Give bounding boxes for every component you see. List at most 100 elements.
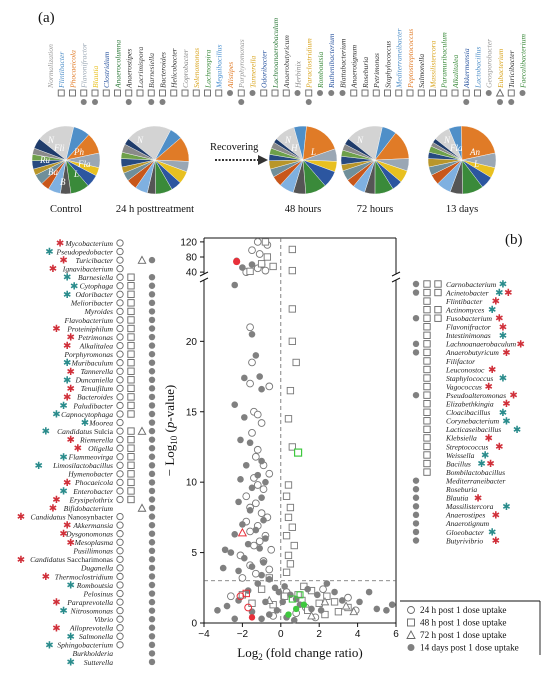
right-genus-label: Anaerobutyricum xyxy=(445,348,499,357)
top-genus-label: Alistipes xyxy=(226,62,235,89)
data-point-24h xyxy=(242,492,251,501)
top-genus-label: Akkermansia xyxy=(462,48,471,89)
top-genus-marker xyxy=(305,89,313,97)
left-genus-row: Odoribacter ✱ xyxy=(63,290,156,301)
left-genus-label: Flavobacterium xyxy=(63,316,113,325)
left-genus-row: Candidatus Saccharimonas ✱ xyxy=(17,555,156,566)
left-genus-label: Pseudopedobacter xyxy=(55,247,113,256)
left-genus-marker xyxy=(127,316,135,324)
top-genus-label: Helicobacter xyxy=(170,48,179,89)
left-star-icon: ✱ xyxy=(67,632,75,643)
right-genus-marker xyxy=(423,468,431,476)
pie-mark-label: L xyxy=(73,169,79,179)
left-genus-marker xyxy=(116,564,124,572)
top-genus-label: Clostridium xyxy=(102,51,111,88)
data-point-14d xyxy=(231,281,239,289)
left-genus-label: Akkermansia xyxy=(72,521,113,530)
right-genus-row: Bacillus ✱ ✱ xyxy=(423,459,495,470)
top-genus-label: Tannerella xyxy=(248,55,257,88)
left-genus-row: Dysgonomonas✱ xyxy=(59,529,156,540)
pie-chart: N 72 hours xyxy=(340,125,410,215)
pie-mark-label: N xyxy=(136,135,144,145)
left-genus-marker xyxy=(148,256,156,264)
left-genus-marker xyxy=(116,555,124,563)
data-point-14d xyxy=(223,602,231,610)
left-genus-marker xyxy=(116,350,124,358)
left-star-icon: ✱ xyxy=(59,452,67,463)
top-genus-label: Lacrimispora xyxy=(136,46,145,89)
top-genus-marker xyxy=(215,89,223,97)
data-point-14d xyxy=(292,595,300,603)
right-genus-marker xyxy=(423,459,431,468)
left-genus-marker xyxy=(116,401,124,410)
right-star-icon: ✱ xyxy=(488,305,496,316)
data-point-14d xyxy=(252,526,260,534)
data-point-14d xyxy=(231,401,239,409)
left-genus-marker xyxy=(148,342,156,349)
left-star-icon: ✱ xyxy=(67,538,75,549)
left-genus-marker xyxy=(116,290,124,298)
top-genus-marker xyxy=(395,89,403,97)
right-genus-row: Carnobacterium ✱ xyxy=(412,280,507,291)
bifidobacterium-point xyxy=(233,257,241,266)
top-genus-marker xyxy=(282,89,290,97)
bifidobacterium-point xyxy=(237,527,248,537)
right-genus-marker xyxy=(412,511,420,519)
axis-break-mark xyxy=(199,271,209,277)
lacticaseibacillus-point xyxy=(300,601,308,608)
left-genus-marker xyxy=(148,385,156,392)
right-star-icon: ✱ xyxy=(509,391,517,402)
right-genus-row: Leuconostoc ✱ xyxy=(423,365,496,376)
left-genus-marker xyxy=(127,436,135,444)
left-genus-marker xyxy=(148,445,156,452)
left-genus-label: Pusillimonas xyxy=(72,547,113,556)
top-genus-marker xyxy=(463,99,470,105)
x-axis-label: Log2 (fold change ratio) xyxy=(237,645,362,662)
data-point-48h xyxy=(282,568,291,576)
left-genus-label: Burkholderia xyxy=(73,649,114,658)
left-genus-marker xyxy=(148,325,156,332)
legend-triangle-marker xyxy=(406,630,416,639)
left-genus-marker xyxy=(127,350,135,358)
recovering-label: Recovering xyxy=(210,142,259,153)
right-genus-list: Carnobacterium ✱Acinetobacter ✱ ✱Flintibact… xyxy=(412,280,525,547)
right-genus-marker xyxy=(412,315,420,322)
top-genus-label: Lachnospira xyxy=(203,49,212,89)
right-star-icon: ✱ xyxy=(485,382,493,393)
right-genus-marker xyxy=(412,280,420,288)
left-genus-row: Melioribacter xyxy=(70,299,156,308)
data-point-24h xyxy=(248,246,256,255)
left-genus-label: Dysgonomonas xyxy=(65,530,113,539)
right-genus-label: Cloacibacillus xyxy=(446,408,490,417)
right-genus-row: Staphylococcus ✱ xyxy=(423,374,507,385)
right-genus-row: Vagococcus ✱ xyxy=(423,382,493,393)
axis-break-mark xyxy=(391,277,401,283)
pie-mark-label: Fli xyxy=(53,143,65,153)
left-genus-row: Myroides xyxy=(84,307,156,316)
top-genus-label: Herbinix xyxy=(293,60,302,89)
left-genus-marker xyxy=(148,462,156,469)
right-genus-row: Cloacibacillus ✱ xyxy=(423,408,507,419)
data-point-48h xyxy=(323,592,331,600)
lacticaseibacillus-point xyxy=(285,611,292,618)
data-point-24h xyxy=(255,537,264,546)
left-genus-row: Salmonella ✱ xyxy=(67,632,156,643)
top-genus-marker xyxy=(406,89,414,97)
right-genus-marker xyxy=(412,340,420,348)
left-genus-marker xyxy=(116,624,124,632)
right-genus-marker xyxy=(423,306,431,314)
top-genus-label: Coprobacter xyxy=(181,49,190,88)
data-point-14d xyxy=(246,507,254,514)
data-point-24h xyxy=(248,429,256,437)
top-genus-marker xyxy=(384,89,391,97)
left-genus-marker xyxy=(148,521,156,529)
right-star-icon: ✱ xyxy=(516,339,524,350)
left-genus-marker xyxy=(127,307,135,316)
top-genus-label: Paramuribaculum xyxy=(440,32,449,89)
data-point-14d xyxy=(219,564,227,572)
right-genus-label: Elizabethkingia xyxy=(445,400,494,409)
right-genus-marker xyxy=(423,288,431,297)
data-point-48h xyxy=(286,560,295,568)
left-genus-row: Erysipelothrix ✱ xyxy=(52,495,156,506)
left-genus-marker xyxy=(116,376,124,384)
